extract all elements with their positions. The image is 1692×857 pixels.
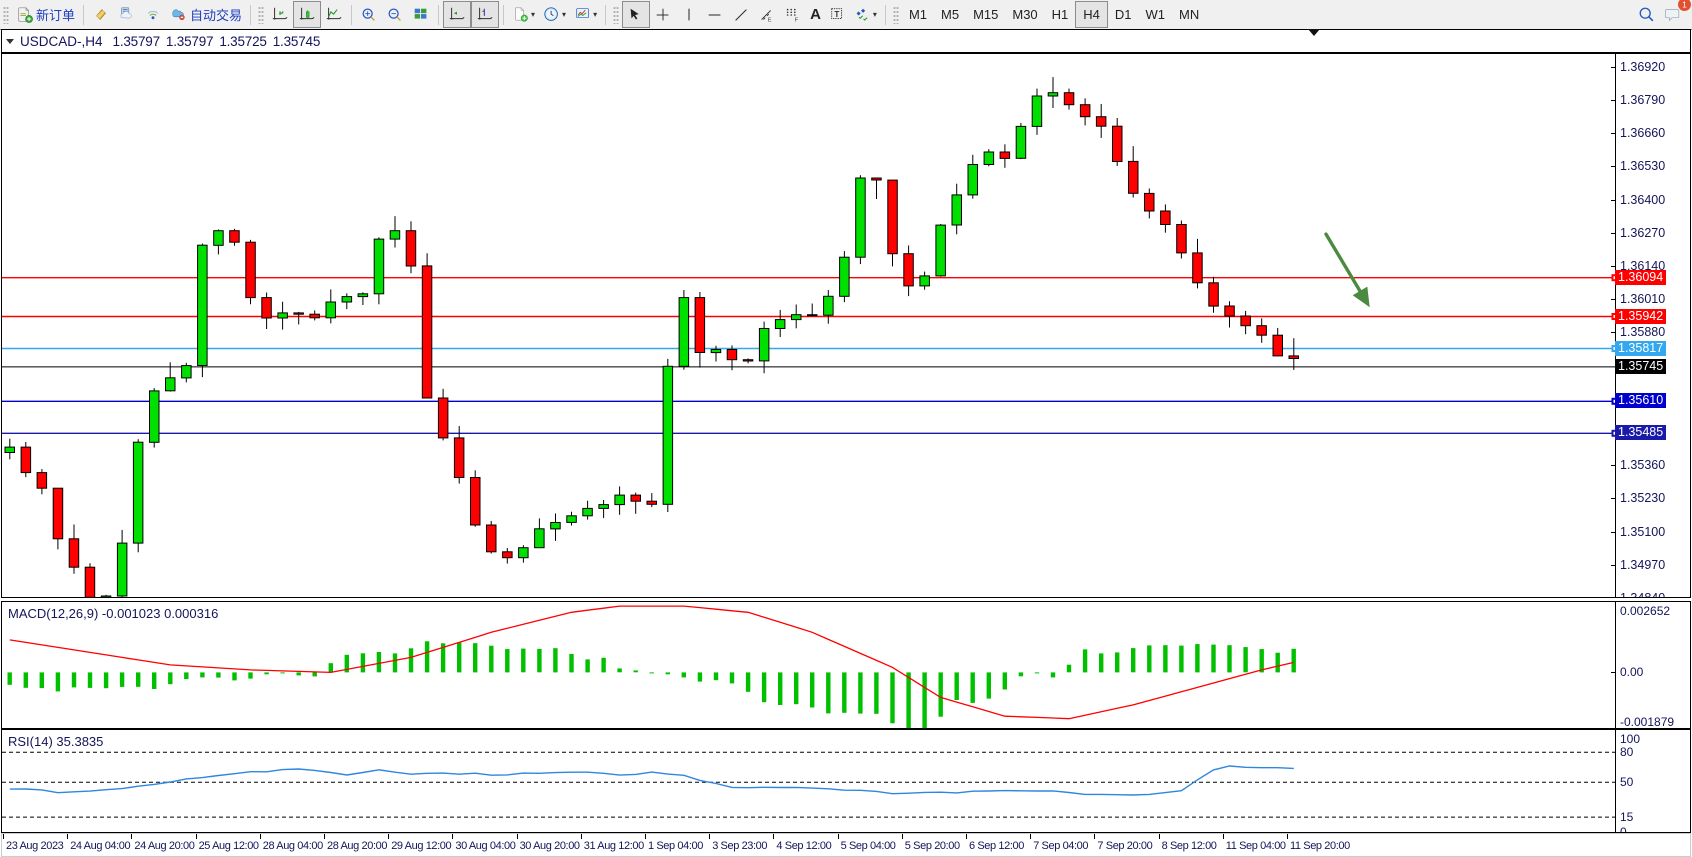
svg-text:1: 1 (1682, 0, 1687, 10)
svg-text:E: E (768, 17, 772, 23)
svg-text:T: T (834, 9, 839, 18)
svg-text:F: F (795, 17, 799, 23)
